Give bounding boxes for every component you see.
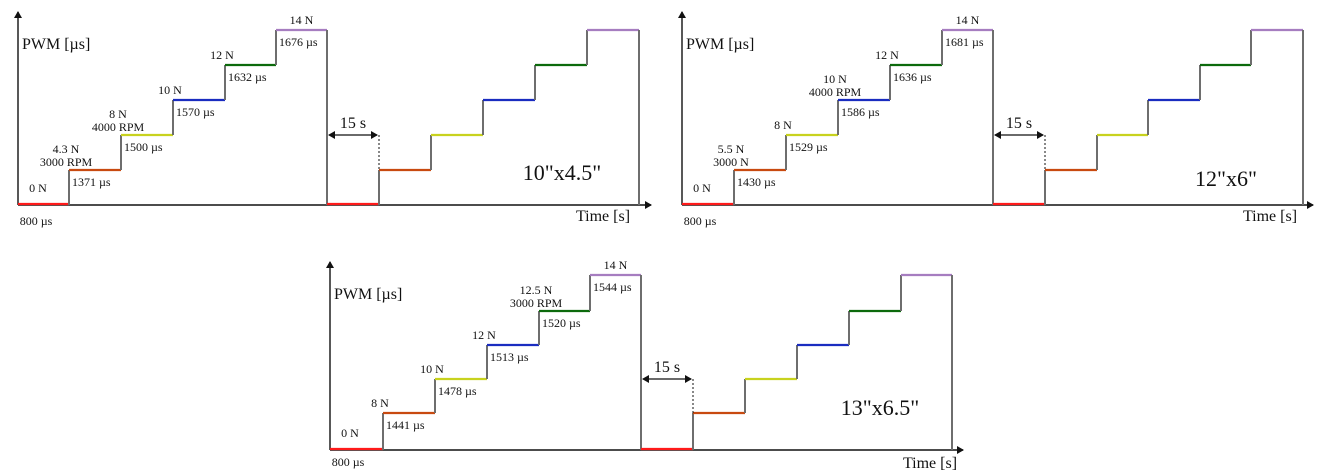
- panel-title: 12"x6": [1195, 166, 1257, 191]
- level-pwm-3: 1513 µs: [490, 350, 529, 364]
- level-pwm-5: 1544 µs: [593, 280, 632, 294]
- level-thrust-3: 12 N: [472, 328, 496, 342]
- level-thrust-4: 12 N: [210, 48, 234, 62]
- level-pwm-2: 1478 µs: [438, 384, 477, 398]
- level-thrust-5: 14 N: [956, 13, 980, 27]
- level-pwm-0: 800 µs: [332, 455, 365, 469]
- level-pwm-4: 1632 µs: [228, 70, 267, 84]
- level-rpm-3: 4000 RPM: [809, 85, 862, 99]
- x-axis-label: Time [s]: [903, 455, 957, 472]
- level-pwm-1: 1430 µs: [737, 175, 776, 189]
- gap-label: 15 s: [654, 359, 680, 376]
- level-thrust-1: 8 N: [371, 396, 389, 410]
- level-thrust-2: 10 N: [420, 362, 444, 376]
- level-pwm-2: 1500 µs: [124, 140, 163, 154]
- level-pwm-5: 1681 µs: [945, 35, 984, 49]
- level-thrust-4: 12.5 N: [520, 283, 553, 297]
- level-rpm-1: 3000 RPM: [40, 155, 93, 169]
- level-pwm-3: 1586 µs: [841, 105, 880, 119]
- level-pwm-1: 1441 µs: [386, 418, 425, 432]
- level-thrust-0: 0 N: [29, 181, 47, 195]
- level-pwm-0: 800 µs: [20, 214, 53, 228]
- panel-10x4.5: 15 s PWM [µs] Time [s] 10"x4.5" 0 N 800 µs 137…: [14, 11, 652, 228]
- panel-12x6: 15 s PWM [µs] Time [s] 12"x6" 0 N 800 µs 1430 …: [678, 11, 1314, 228]
- level-pwm-4: 1636 µs: [893, 70, 932, 84]
- panel-13x6.5: 15 s PWM [µs] Time [s] 13"x6.5" 0 N 800 µs 144…: [326, 258, 964, 472]
- y-axis-label: PWM [µs]: [22, 36, 90, 53]
- level-thrust-0: 0 N: [693, 181, 711, 195]
- level-thrust-1: 4.3 N: [53, 142, 80, 156]
- level-thrust-3: 10 N: [158, 83, 182, 97]
- level-rpm-1: 3000 N: [713, 155, 749, 169]
- gap-label: 15 s: [340, 115, 366, 132]
- y-axis-label: PWM [µs]: [686, 36, 754, 53]
- level-thrust-3: 10 N: [823, 72, 847, 86]
- y-axis-label: PWM [µs]: [334, 286, 402, 303]
- level-thrust-2: 8 N: [109, 107, 127, 121]
- level-pwm-5: 1676 µs: [279, 35, 318, 49]
- x-axis-label: Time [s]: [576, 208, 630, 225]
- level-thrust-0: 0 N: [341, 426, 359, 440]
- level-thrust-1: 5.5 N: [718, 142, 745, 156]
- panel-title: 10"x4.5": [523, 160, 601, 185]
- level-pwm-3: 1570 µs: [176, 105, 215, 119]
- level-thrust-4: 12 N: [875, 48, 899, 62]
- level-pwm-4: 1520 µs: [542, 316, 581, 330]
- level-pwm-1: 1371 µs: [72, 175, 111, 189]
- level-rpm-4: 3000 RPM: [510, 296, 563, 310]
- level-pwm-0: 800 µs: [684, 214, 717, 228]
- level-rpm-2: 4000 RPM: [92, 120, 145, 134]
- level-pwm-2: 1529 µs: [789, 140, 828, 154]
- x-axis-label: Time [s]: [1243, 208, 1297, 225]
- level-thrust-5: 14 N: [290, 13, 314, 27]
- panel-title: 13"x6.5": [841, 395, 919, 420]
- level-thrust-5: 14 N: [604, 258, 628, 272]
- level-thrust-2: 8 N: [774, 118, 792, 132]
- gap-label: 15 s: [1006, 115, 1032, 132]
